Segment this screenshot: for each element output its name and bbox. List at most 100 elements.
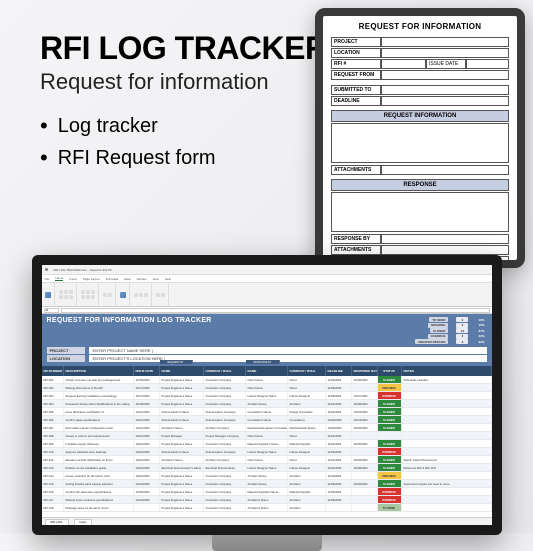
ribbon-styles[interactable]: [117, 283, 130, 306]
ribbon-tab-help[interactable]: Help: [165, 277, 171, 281]
ribbon-editing[interactable]: [153, 283, 169, 306]
ribbon-tab-home[interactable]: Home: [55, 276, 63, 281]
col-header[interactable]: STATUS: [378, 366, 402, 376]
field-attachments[interactable]: [381, 165, 509, 175]
table-row[interactable]: RFI-011Elevator controls clarification o…: [42, 456, 492, 464]
field-submitted-to[interactable]: [381, 85, 509, 95]
col-header[interactable]: DEADLINE: [326, 366, 352, 376]
cell: Request flooring installation methodolog…: [64, 392, 134, 399]
cell: Issues; selection for all interior units: [64, 472, 134, 479]
ribbon-align[interactable]: [78, 283, 99, 306]
cell: Client Name: [246, 376, 288, 383]
cell: Client Name: [246, 432, 288, 439]
field-issue-date[interactable]: [466, 59, 509, 69]
col-header[interactable]: RFI NUMBER: [42, 366, 64, 376]
field-request-info[interactable]: [331, 123, 509, 163]
field-response-by[interactable]: [381, 234, 509, 244]
cell: 10/21/2063: [134, 432, 160, 439]
stat-label: CLOSED: [430, 328, 449, 333]
ribbon-font[interactable]: [56, 283, 77, 306]
cell: Architect: [288, 480, 326, 487]
sheet-tab[interactable]: Input: [74, 519, 93, 525]
autosave-icon: [45, 268, 48, 271]
worksheet[interactable]: REQUEST FOR INFORMATION LOG TRACKER TO S…: [42, 314, 492, 517]
table-row[interactable]: RFI-009Insulation supply thickness10/22/…: [42, 440, 492, 448]
cell: Contractor Company: [204, 440, 246, 447]
table-row[interactable]: RFI-016Confirm fire-rated door specifica…: [42, 488, 492, 496]
ribbon-cells[interactable]: [131, 283, 152, 306]
lbl-project: PROJECT: [47, 347, 85, 354]
col-header[interactable]: NAME: [246, 366, 288, 376]
val-project[interactable]: ENTER PROJECT NAME HERE |: [89, 347, 487, 354]
ribbon-tab-formulas[interactable]: Formulas: [106, 277, 119, 281]
val-location[interactable]: ENTER PROJECT'S LOCATION HERE |: [89, 355, 487, 362]
table-row[interactable]: RFI-003Request flooring installation met…: [42, 392, 492, 400]
cell: [402, 472, 492, 479]
table-row[interactable]: RFI-007Roof safety panels configuration …: [42, 424, 492, 432]
cell: Client: [288, 456, 326, 463]
cell: Project Engineer's Name: [160, 472, 204, 479]
field-request-from[interactable]: [381, 70, 509, 80]
col-header[interactable]: DESCRIPTION: [64, 366, 134, 376]
formula-input[interactable]: [61, 308, 490, 313]
ribbon-clipboard[interactable]: [42, 283, 55, 306]
col-header[interactable]: NAME: [160, 366, 204, 376]
field-location[interactable]: [381, 48, 509, 58]
col-header[interactable]: NOTES: [402, 366, 492, 376]
data-rows: RFI-001Clearly concrete mix ratio per pa…: [42, 376, 492, 512]
table-row[interactable]: RFI-014Issues; selection for all interio…: [42, 472, 492, 480]
lbl-location: LOCATION: [331, 48, 381, 58]
table-row[interactable]: RFI-015Ceiling finishes paint sample sel…: [42, 480, 492, 488]
ribbon-tab-data[interactable]: Data: [124, 277, 130, 281]
table-row[interactable]: RFI-002Missing dimensions of the RFI10/1…: [42, 384, 492, 392]
table-row[interactable]: RFI-006Confirm glass specifications10/21…: [42, 416, 492, 424]
lbl-rfi-num: RFI #: [331, 59, 381, 69]
field-rfi-num[interactable]: [381, 59, 426, 69]
field-response[interactable]: [331, 192, 509, 232]
cell: 11/01/2063: [326, 400, 352, 407]
ribbon-tab-review[interactable]: Review: [137, 277, 147, 281]
cell: 10/22/2063: [134, 440, 160, 447]
col-header[interactable]: COMPANY / ROLE: [288, 366, 326, 376]
col-header[interactable]: ISSUE DATE: [134, 366, 160, 376]
field-project[interactable]: [381, 37, 509, 47]
lbl-request-from: REQUEST FROM: [331, 70, 381, 80]
cell: CLOSED: [378, 456, 402, 463]
cell: 10/22/2063: [134, 456, 160, 463]
ribbon-tab-file[interactable]: File: [45, 277, 50, 281]
cell: CLOSED: [378, 400, 402, 407]
cell: Material Suppliers Name: [246, 488, 288, 495]
cell: Project Engineer's Name: [160, 496, 204, 503]
cell: Architect Name: [246, 480, 288, 487]
col-header[interactable]: RESPONSE DATE: [352, 366, 378, 376]
col-header[interactable]: COMPANY / ROLE: [204, 366, 246, 376]
table-row[interactable]: RFI-018Drainage slope for all vanity roo…: [42, 504, 492, 512]
table-row[interactable]: RFI-004Frameless Shower-Door Modificatio…: [42, 400, 492, 408]
cell: [402, 504, 492, 511]
table-row[interactable]: RFI-005Issue fabrication certification o…: [42, 408, 492, 416]
ribbon-tab-view[interactable]: View: [152, 277, 158, 281]
table-row[interactable]: RFI-010Approve substitute door bearings1…: [42, 448, 492, 456]
table-row[interactable]: RFI-008Clearly to column tool requiremen…: [42, 432, 492, 440]
cell: 10/22/2063: [134, 464, 160, 471]
ribbon-tab-insert[interactable]: Insert: [69, 277, 77, 281]
sheet-tab[interactable]: RFI LOG: [45, 519, 69, 525]
cell: RFI-006: [42, 416, 64, 423]
table-row[interactable]: RFI-017Missing fence enclosure specifica…: [42, 496, 492, 504]
cell: 10/22/2063: [134, 472, 160, 479]
namebox[interactable]: A1: [44, 308, 59, 313]
ribbon-number[interactable]: [100, 283, 116, 306]
cell: Architect Name: [246, 472, 288, 479]
section-request-info: REQUEST INFORMATION: [331, 110, 509, 122]
field-deadline[interactable]: [381, 96, 509, 106]
field-attachments2[interactable]: [381, 245, 509, 255]
cell: Electrical Subcontractor's Name: [160, 464, 204, 471]
cell: Subcontractor's Name: [160, 408, 204, 415]
ribbon-tab-page-layout[interactable]: Page Layout: [83, 277, 100, 281]
cell: Submittals included: [402, 376, 492, 383]
table-row[interactable]: RFI-001Clearly concrete mix ratio per pa…: [42, 376, 492, 384]
ribbon-tabs: File Home Insert Page Layout Formulas Data Rev…: [42, 275, 492, 283]
cell: Confirm glass specifications: [64, 416, 134, 423]
table-row[interactable]: RFI-013Partition at rest installation gr…: [42, 464, 492, 472]
cell: RFI-010: [42, 448, 64, 455]
